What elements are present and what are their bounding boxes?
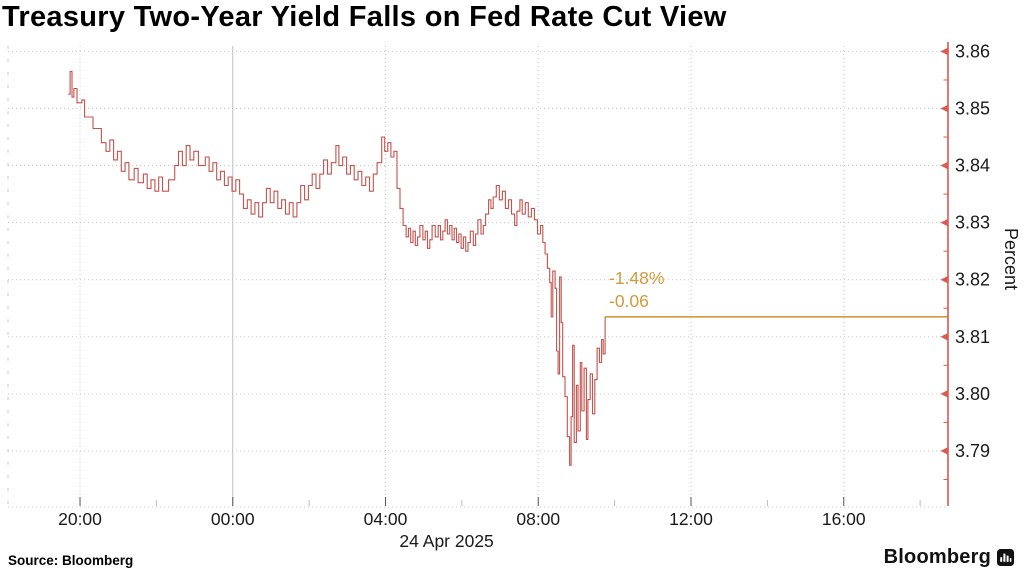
yield-series-path xyxy=(68,70,606,466)
x-tick-label: 12:00 xyxy=(669,509,713,529)
y-axis-title: Percent xyxy=(1001,228,1021,291)
date-label: 24 Apr 2025 xyxy=(399,531,493,551)
x-tick-label: 20:00 xyxy=(58,509,102,529)
y-tick-label: 3.82 xyxy=(955,270,990,290)
bloomberg-logo: Bloomberg xyxy=(884,546,1014,569)
source-credit: Source: Bloomberg xyxy=(8,553,134,568)
y-major-tick-arrow xyxy=(940,275,948,284)
y-tick-label: 3.83 xyxy=(955,213,990,233)
y-major-tick-arrow xyxy=(940,161,948,170)
x-tick-label: 04:00 xyxy=(364,509,408,529)
y-tick-label: 3.84 xyxy=(955,156,990,176)
page-title: Treasury Two-Year Yield Falls on Fed Rat… xyxy=(2,1,727,33)
pct-change-label: -1.48% xyxy=(609,268,665,288)
y-major-tick-arrow xyxy=(940,332,948,341)
net-change-label: -0.06 xyxy=(609,291,649,311)
x-tick-label: 16:00 xyxy=(822,509,866,529)
last-price-annotation: -1.48% -0.06 xyxy=(609,267,664,313)
y-tick-label: 3.80 xyxy=(955,384,990,404)
y-tick-label: 3.79 xyxy=(955,441,990,461)
x-tick-label: 08:00 xyxy=(516,509,560,529)
y-tick-label: 3.81 xyxy=(955,327,990,347)
y-major-tick-arrow xyxy=(940,104,948,113)
x-tick-label: 00:00 xyxy=(211,509,255,529)
y-major-tick-arrow xyxy=(940,447,948,455)
y-tick-label: 3.85 xyxy=(955,98,990,118)
bloomberg-bars-icon xyxy=(997,549,1014,566)
y-major-tick-arrow xyxy=(940,47,948,56)
y-major-tick-arrow xyxy=(940,218,948,227)
y-tick-label: 3.86 xyxy=(955,41,990,61)
y-major-tick-arrow xyxy=(940,390,948,398)
bloomberg-wordmark: Bloomberg xyxy=(883,546,991,568)
